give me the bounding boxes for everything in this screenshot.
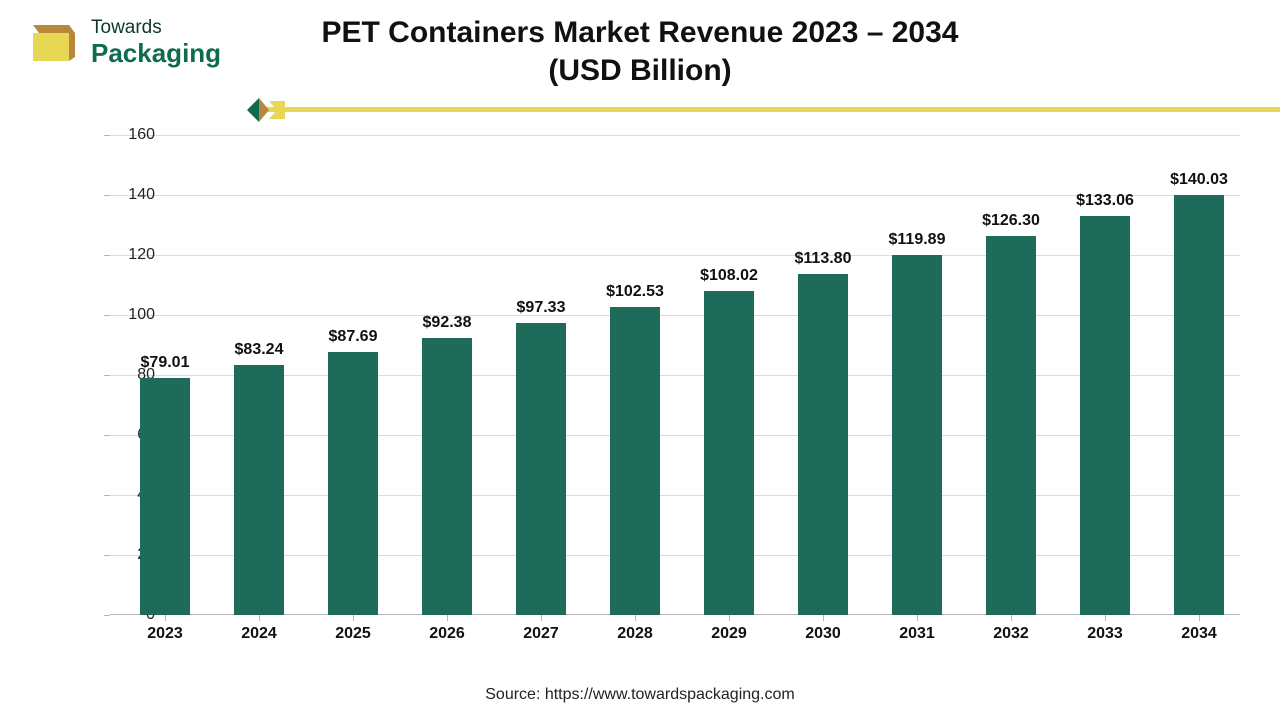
gridline xyxy=(110,315,1240,316)
bar-value-label: $79.01 xyxy=(115,354,215,372)
x-tick-mark xyxy=(447,615,448,621)
bar-value-label: $87.69 xyxy=(303,328,403,346)
divider-line xyxy=(265,107,1280,112)
x-tick-label: 2033 xyxy=(1055,625,1155,643)
bar-value-label: $102.53 xyxy=(585,283,685,301)
x-tick-mark xyxy=(635,615,636,621)
x-tick-mark xyxy=(353,615,354,621)
chart-title: PET Containers Market Revenue 2023 – 203… xyxy=(0,14,1280,89)
bar-value-label: $97.33 xyxy=(491,299,591,317)
bar-value-label: $133.06 xyxy=(1055,192,1155,210)
y-tick-label: 160 xyxy=(105,126,155,144)
gridline xyxy=(110,135,1240,136)
bar xyxy=(986,236,1036,615)
bar xyxy=(422,338,472,615)
x-tick-mark xyxy=(165,615,166,621)
x-tick-mark xyxy=(1199,615,1200,621)
x-tick-label: 2024 xyxy=(209,625,309,643)
bar-value-label: $119.89 xyxy=(867,231,967,249)
bar-value-label: $140.03 xyxy=(1149,171,1249,189)
x-tick-mark xyxy=(1105,615,1106,621)
y-tick-label: 120 xyxy=(105,246,155,264)
bar-value-label: $108.02 xyxy=(679,267,779,285)
bar-value-label: $113.80 xyxy=(773,250,873,268)
bar xyxy=(1174,195,1224,615)
bar xyxy=(798,274,848,615)
gridline xyxy=(110,255,1240,256)
bar-value-label: $92.38 xyxy=(397,314,497,332)
x-tick-label: 2031 xyxy=(867,625,967,643)
x-tick-label: 2029 xyxy=(679,625,779,643)
x-tick-label: 2025 xyxy=(303,625,403,643)
x-tick-mark xyxy=(541,615,542,621)
y-tick-label: 100 xyxy=(105,306,155,324)
title-line2: (USD Billion) xyxy=(548,54,731,87)
divider xyxy=(245,95,1280,125)
x-tick-label: 2028 xyxy=(585,625,685,643)
x-tick-mark xyxy=(917,615,918,621)
source-caption: Source: https://www.towardspackaging.com xyxy=(0,686,1280,704)
plot-area: 020406080100120140160$79.012023$83.24202… xyxy=(110,135,1240,615)
bar-value-label: $126.30 xyxy=(961,212,1061,230)
x-tick-mark xyxy=(259,615,260,621)
x-tick-label: 2026 xyxy=(397,625,497,643)
bar-value-label: $83.24 xyxy=(209,341,309,359)
y-tick-label: 140 xyxy=(105,186,155,204)
bar xyxy=(892,255,942,615)
x-tick-label: 2034 xyxy=(1149,625,1249,643)
bar xyxy=(140,378,190,615)
title-line1: PET Containers Market Revenue 2023 – 203… xyxy=(322,16,959,49)
bar xyxy=(516,323,566,615)
x-tick-label: 2023 xyxy=(115,625,215,643)
x-tick-label: 2032 xyxy=(961,625,1061,643)
bar xyxy=(234,365,284,615)
revenue-bar-chart: 020406080100120140160$79.012023$83.24202… xyxy=(55,135,1250,655)
x-tick-label: 2030 xyxy=(773,625,873,643)
bar xyxy=(328,352,378,615)
bar xyxy=(704,291,754,615)
divider-chevron-icon xyxy=(245,95,285,125)
x-tick-mark xyxy=(823,615,824,621)
x-tick-mark xyxy=(729,615,730,621)
x-tick-label: 2027 xyxy=(491,625,591,643)
x-tick-mark xyxy=(1011,615,1012,621)
bar xyxy=(1080,216,1130,615)
bar xyxy=(610,307,660,615)
